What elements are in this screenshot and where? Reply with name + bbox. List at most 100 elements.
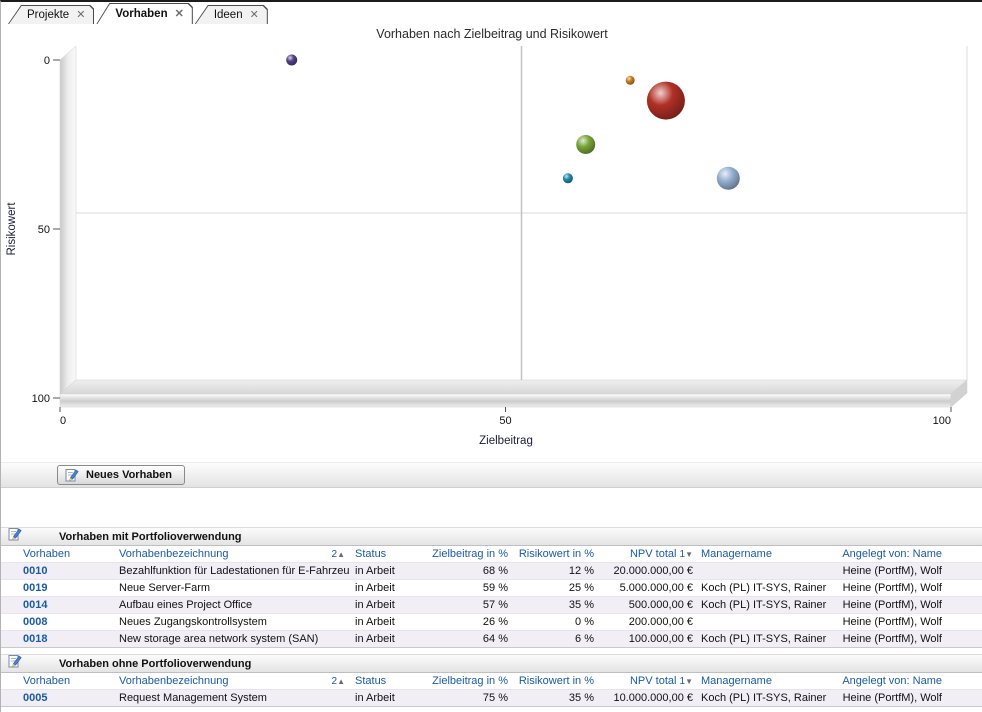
column-header-status[interactable]: Status <box>355 675 387 687</box>
cell-risikowert: 25 % <box>568 582 594 594</box>
column-header-vorhabenbezeichnung[interactable]: Vorhabenbezeichnung 2▲ <box>119 548 349 560</box>
cell-vorhabenbezeichnung: Bezahlfunktion für Ladestationen für E-F… <box>119 565 349 577</box>
table-row[interactable]: 0019 Neue Server-Farm in Arbeit 59 % 25 % 5.0… <box>1 579 982 596</box>
cell-status: in Arbeit <box>355 565 395 577</box>
tab-vorhaben[interactable]: Vorhaben ✕ <box>96 3 192 24</box>
vorhaben-table-section: Vorhaben mit Portfolioverwendung Vorhaben… <box>1 527 982 648</box>
bubble-0014[interactable] <box>562 173 573 184</box>
column-header-managername[interactable]: Managername <box>701 548 772 560</box>
sort-desc-icon: ▼ <box>685 677 693 686</box>
bubble-0010[interactable] <box>646 81 685 120</box>
cell-managername: Koch (PL) IT-SYS, Rainer <box>701 692 827 704</box>
table-row[interactable]: 0018 New storage area network system (SAN… <box>1 630 982 647</box>
tab-ideen[interactable]: Ideen ✕ <box>195 5 268 24</box>
spacer <box>1 488 982 527</box>
section-title: Vorhaben ohne Portfolioverwendung <box>59 657 252 670</box>
table-row[interactable]: 0008 Neues Zugangskontrollsystem in Arbeit… <box>1 613 982 630</box>
bubble-0019[interactable] <box>576 135 596 154</box>
column-header-angelegt-von[interactable]: Angelegt von: Name <box>842 675 942 687</box>
column-header-zielbeitrag[interactable]: Zielbeitrag in % <box>432 675 508 687</box>
cell-vorhaben-id[interactable]: 0005 <box>21 692 119 704</box>
sort-priority-badge: 1▼ <box>679 549 693 560</box>
column-header-managername[interactable]: Managername <box>701 675 772 687</box>
cell-vorhaben-id[interactable]: 0008 <box>21 616 119 628</box>
cell-npv-total: 5.000.000,00 € <box>619 582 693 594</box>
tab-close-icon[interactable]: ✕ <box>76 9 86 21</box>
cell-risikowert: 0 % <box>575 616 594 628</box>
table-row[interactable]: 0014 Aufbau eines Project Office in Arbeit… <box>1 596 982 613</box>
column-header-npv-total[interactable]: NPV total 1▼ <box>594 675 693 687</box>
cell-npv-total: 200.000,00 € <box>628 616 693 628</box>
column-header-vorhabenbezeichnung[interactable]: Vorhabenbezeichnung 2▲ <box>119 675 349 687</box>
vorhaben-id-link[interactable]: 0019 <box>23 582 48 594</box>
cell-angelegt-von: Heine (PortfM), Wolf <box>842 582 942 594</box>
column-header-npv-total[interactable]: NPV total 1▼ <box>594 548 693 560</box>
axis-floor-bevel <box>950 379 968 408</box>
column-header-zielbeitrag[interactable]: Zielbeitrag in % <box>432 548 508 560</box>
sort-priority-badge: 1▼ <box>679 676 693 687</box>
new-vorhaben-button[interactable]: Neues Vorhaben <box>57 465 185 485</box>
column-header-vorhaben[interactable]: Vorhaben <box>23 675 71 687</box>
cell-vorhaben-id[interactable]: 0014 <box>21 599 119 611</box>
cell-status: in Arbeit <box>355 692 395 704</box>
vorhaben-id-link[interactable]: 0010 <box>23 565 48 577</box>
tab-fill <box>97 4 191 24</box>
vorhaben-id-link[interactable]: 0005 <box>23 692 48 704</box>
cell-zielbeitrag: 26 % <box>482 616 508 628</box>
notepad-pencil-icon <box>65 469 79 482</box>
cell-status: in Arbeit <box>355 582 395 594</box>
sort-priority-badge: 2▲ <box>331 675 345 687</box>
cell-npv-total: 500.000,00 € <box>628 599 693 611</box>
cell-angelegt-von: Heine (PortfM), Wolf <box>842 599 942 611</box>
axis-floor-front <box>59 393 952 408</box>
cell-risikowert: 35 % <box>568 692 594 704</box>
cell-angelegt-von: Heine (PortfM), Wolf <box>842 616 942 628</box>
cell-status: in Arbeit <box>355 616 395 628</box>
y-tick-label: 100 <box>32 393 50 405</box>
tab-close-icon[interactable]: ✕ <box>174 8 184 20</box>
tab-label: Ideen <box>213 9 243 21</box>
y-tick-label: 0 <box>44 55 50 67</box>
tab-fill <box>9 6 93 24</box>
cell-vorhaben-id[interactable]: 0010 <box>21 565 119 577</box>
cell-vorhabenbezeichnung: Neues Zugangskontrollsystem <box>119 616 267 628</box>
column-header-label: NPV total <box>629 548 677 560</box>
table-header-row: Vorhaben Vorhabenbezeichnung 2▲ Status Zielb… <box>1 673 982 689</box>
column-header-status[interactable]: Status <box>355 548 387 560</box>
table-row[interactable]: 0010 Bezahlfunktion für Ladestationen für… <box>1 562 982 579</box>
vorhaben-id-link[interactable]: 0008 <box>23 616 48 628</box>
vorhaben-id-link[interactable]: 0018 <box>23 633 48 645</box>
tab-close-icon[interactable]: ✕ <box>249 9 259 21</box>
cell-vorhabenbezeichnung: Aufbau eines Project Office <box>119 599 253 611</box>
cell-zielbeitrag: 68 % <box>482 565 508 577</box>
cell-vorhaben-id[interactable]: 0019 <box>21 582 119 594</box>
bubble-chart: Vorhaben nach Zielbeitrag und Risikowert… <box>1 24 982 462</box>
bubble-0005[interactable] <box>716 166 740 190</box>
tab-label: Projekte <box>27 9 70 21</box>
tab-projekte[interactable]: Projekte ✕ <box>8 5 94 24</box>
cell-zielbeitrag: 59 % <box>482 582 508 594</box>
bubble-0008[interactable] <box>286 54 298 66</box>
vorhaben-id-link[interactable]: 0014 <box>23 599 48 611</box>
column-header-risikowert[interactable]: Risikowert in % <box>518 675 594 687</box>
section-title: Vorhaben mit Portfolioverwendung <box>59 530 242 543</box>
actions-toolbar: Neues Vorhaben <box>1 462 982 488</box>
cell-vorhaben-id[interactable]: 0018 <box>21 633 119 645</box>
cell-risikowert: 35 % <box>568 599 594 611</box>
cell-vorhabenbezeichnung: Request Management System <box>119 692 267 704</box>
sort-asc-icon: ▲ <box>337 676 345 686</box>
tab-fill <box>196 6 267 24</box>
section-header: Vorhaben mit Portfolioverwendung <box>1 527 982 546</box>
column-header-angelegt-von[interactable]: Angelegt von: Name <box>842 548 942 560</box>
y-axis-title: Risikowert <box>6 202 18 256</box>
cell-npv-total: 20.000.000,00 € <box>613 565 693 577</box>
column-header-risikowert[interactable]: Risikowert in % <box>518 548 594 560</box>
x-tick-label: 50 <box>499 415 511 427</box>
table-row[interactable]: 0005 Request Management System in Arbeit 75… <box>1 689 982 706</box>
cell-status: in Arbeit <box>355 599 395 611</box>
column-header-vorhaben[interactable]: Vorhaben <box>23 548 71 560</box>
vorhaben-table-section: Vorhaben ohne Portfolioverwendung Vorhabe… <box>1 654 982 707</box>
notepad-pencil-icon <box>8 527 22 546</box>
cell-risikowert: 6 % <box>575 633 594 645</box>
bubble-0018[interactable] <box>625 75 635 85</box>
